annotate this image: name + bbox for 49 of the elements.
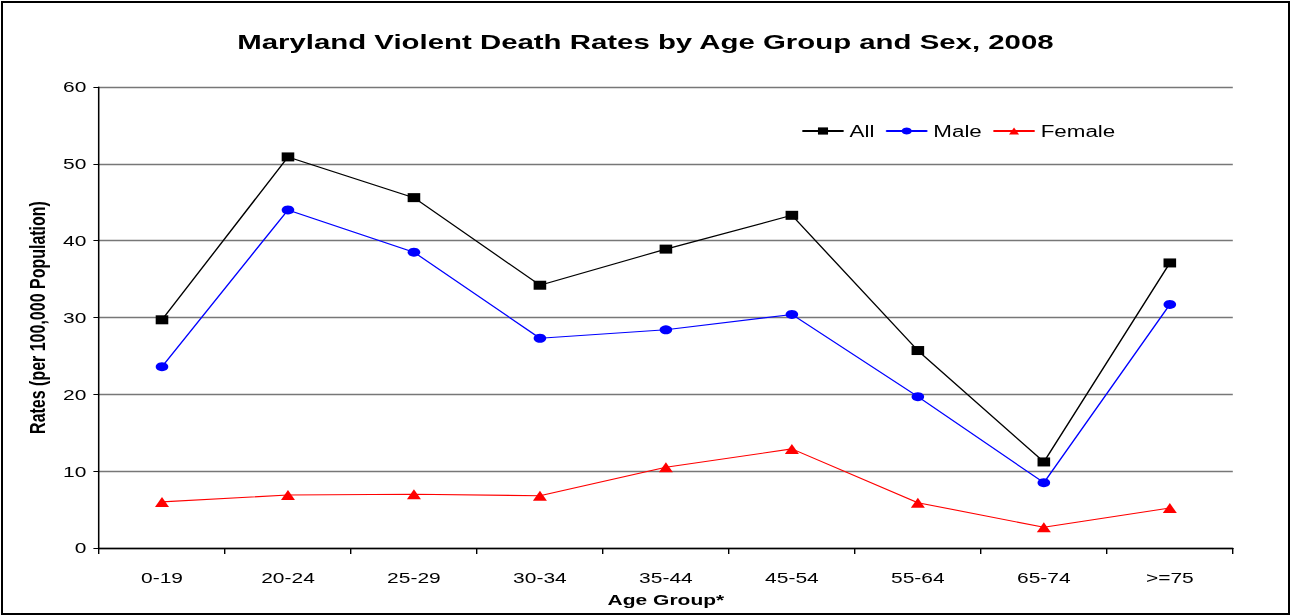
point bbox=[1163, 299, 1177, 309]
chart-title: Maryland Violent Death Rates by Age Group and Sex, 2008 bbox=[237, 29, 1054, 54]
point bbox=[406, 489, 421, 500]
point bbox=[532, 490, 547, 501]
point bbox=[407, 247, 421, 257]
y-tick-label: 30 bbox=[63, 308, 87, 327]
point bbox=[659, 325, 673, 335]
x-tick-label: >=75 bbox=[1145, 568, 1194, 587]
x-tick-label: 25-29 bbox=[387, 568, 441, 587]
point bbox=[911, 392, 925, 402]
x-tick-label: 20-24 bbox=[261, 568, 315, 587]
point bbox=[1163, 258, 1177, 268]
x-tick-label: 30-34 bbox=[513, 568, 567, 587]
x-axis-title: Age Group* bbox=[607, 590, 726, 609]
legend-label: All bbox=[849, 121, 875, 141]
point bbox=[1162, 503, 1177, 514]
legend-label: Female bbox=[1040, 121, 1116, 141]
point bbox=[155, 362, 169, 372]
point bbox=[1036, 522, 1051, 533]
point bbox=[659, 244, 673, 254]
y-tick-label: 20 bbox=[63, 385, 87, 403]
x-tick-label: 0-19 bbox=[140, 568, 183, 587]
point bbox=[910, 497, 925, 508]
y-tick-label: 10 bbox=[63, 462, 87, 480]
point bbox=[407, 193, 421, 203]
y-tick-label: 0 bbox=[74, 539, 87, 557]
x-tick-label: 55-64 bbox=[891, 568, 945, 587]
point bbox=[533, 333, 547, 343]
point bbox=[154, 496, 169, 507]
y-tick-label: 60 bbox=[63, 78, 87, 96]
point bbox=[1037, 457, 1051, 467]
point bbox=[155, 315, 169, 325]
point bbox=[280, 489, 295, 500]
point bbox=[911, 346, 925, 356]
x-tick-label: 45-54 bbox=[765, 568, 819, 587]
point bbox=[784, 443, 799, 454]
x-tick-label: 65-74 bbox=[1017, 568, 1071, 587]
point bbox=[281, 152, 295, 162]
x-tick-label: 35-44 bbox=[639, 568, 693, 587]
point bbox=[658, 462, 673, 473]
y-axis-title: Rates (per 100,000 Population) bbox=[23, 201, 50, 434]
y-tick-label: 50 bbox=[63, 155, 87, 173]
point bbox=[1037, 478, 1051, 488]
point bbox=[785, 309, 799, 319]
legend-label: Male bbox=[933, 121, 982, 141]
point bbox=[281, 205, 295, 215]
point bbox=[785, 210, 799, 220]
point bbox=[533, 280, 547, 290]
y-tick-label: 40 bbox=[63, 232, 87, 250]
